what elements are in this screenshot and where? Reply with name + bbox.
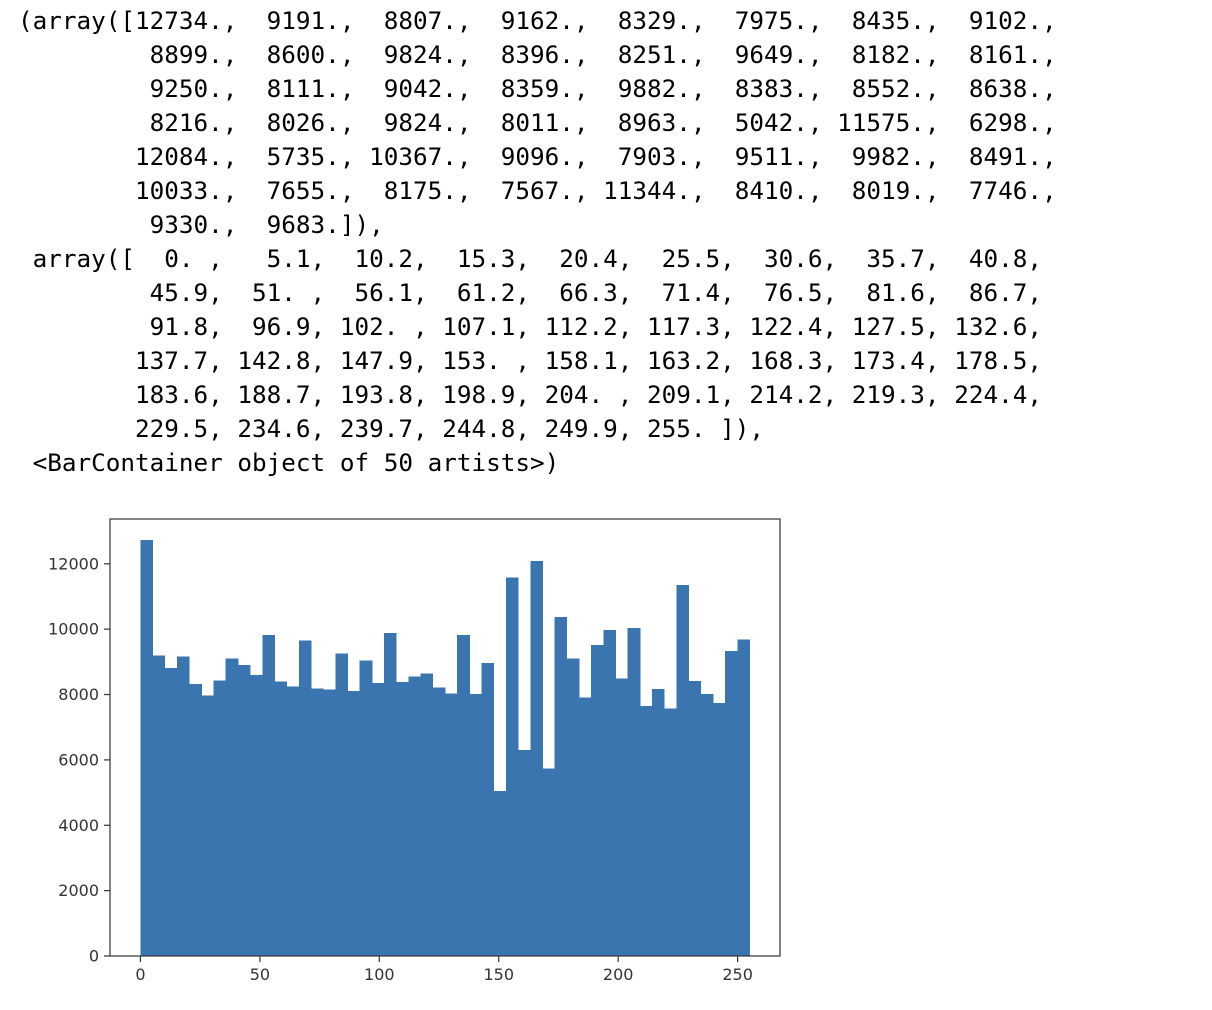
output-line: 45.9, 51. , 56.1, 61.2, 66.3, 71.4, 76.5… — [18, 278, 1042, 307]
histogram-bar — [615, 678, 629, 956]
x-tick-label: 0 — [135, 965, 145, 984]
histogram-bar — [335, 653, 348, 956]
output-line: array([ 0. , 5.1, 10.2, 15.3, 20.4, 25.5… — [18, 244, 1042, 273]
histogram-bar — [554, 617, 568, 956]
histogram-bar — [457, 634, 470, 956]
output-line: 9250., 8111., 9042., 8359., 9882., 8383.… — [18, 74, 1057, 103]
y-tick-label: 4000 — [58, 816, 99, 835]
histogram-bar — [530, 561, 543, 956]
histogram-bar — [518, 750, 531, 956]
histogram-bar — [591, 645, 604, 956]
histogram-bar — [286, 686, 300, 956]
histogram-bar — [603, 629, 616, 956]
histogram-bar — [213, 680, 227, 956]
y-tick-label: 0 — [89, 947, 99, 966]
histogram-bar — [566, 658, 580, 956]
y-tick-label: 2000 — [58, 881, 99, 900]
histogram-bar — [700, 693, 714, 956]
output-line: 12084., 5735., 10367., 9096., 7903., 951… — [18, 142, 1057, 171]
histogram-bar — [432, 687, 446, 956]
y-tick-label: 10000 — [48, 620, 99, 639]
histogram-bar — [676, 585, 690, 956]
histogram-bar — [737, 639, 750, 956]
histogram-bar — [323, 689, 336, 956]
histogram-bar — [469, 694, 482, 956]
output-line: 137.7, 142.8, 147.9, 153. , 158.1, 163.2… — [18, 346, 1042, 375]
histogram-chart: 0 50 100 150 200 250 0 2000 4000 6000 8000 10000 120… — [48, 518, 781, 984]
histogram-bar — [627, 628, 641, 956]
histogram-bar — [542, 768, 556, 956]
plot-frame — [109, 518, 781, 957]
histogram-bar — [579, 697, 592, 956]
x-tick-label: 100 — [364, 965, 395, 984]
histogram-bar — [384, 633, 397, 956]
output-line: 8216., 8026., 9824., 8011., 8963., 5042.… — [18, 108, 1057, 137]
histogram-bar — [359, 660, 373, 956]
histogram-bar — [164, 668, 178, 956]
x-tick-label: 150 — [483, 965, 514, 984]
y-tick-label: 8000 — [58, 685, 99, 704]
histogram-bar — [481, 663, 495, 956]
histogram-bar — [408, 676, 422, 956]
output-line: 9330., 9683.]), — [18, 210, 384, 239]
histogram-bar — [445, 693, 458, 956]
histogram-bar — [420, 673, 434, 956]
histogram-bar — [396, 682, 409, 956]
histogram-figure: 0 50 100 150 200 250 0 2000 4000 6000 8000 10000 120… — [0, 495, 800, 1005]
histogram-bar — [262, 634, 275, 956]
y-tick-label: 6000 — [58, 750, 99, 769]
histogram-bar — [201, 695, 214, 956]
histogram-bar — [311, 688, 324, 956]
histogram-bar — [652, 688, 665, 956]
histogram-bar — [725, 651, 738, 956]
histogram-bar — [347, 690, 361, 956]
output-line: 229.5, 234.6, 239.7, 244.8, 249.9, 255. … — [18, 414, 765, 443]
output-line: 8899., 8600., 9824., 8396., 8251., 9649.… — [18, 40, 1057, 69]
output-line: 91.8, 96.9, 102. , 107.1, 112.2, 117.3, … — [18, 312, 1042, 341]
histogram-bar — [140, 539, 154, 956]
histogram-bar — [237, 665, 251, 956]
cell-output-text: (array([12734., 9191., 8807., 9162., 832… — [18, 4, 1057, 480]
histogram-bar — [177, 656, 190, 956]
output-line: 10033., 7655., 8175., 7567., 11344., 841… — [18, 176, 1057, 205]
histogram-bar — [664, 708, 677, 956]
histogram-bar — [493, 791, 507, 956]
histogram-bar — [713, 702, 726, 956]
histogram-bar — [274, 681, 288, 956]
x-tick-label: 200 — [603, 965, 634, 984]
histogram-bar — [688, 681, 702, 956]
histogram-bar — [189, 683, 202, 956]
histogram-bar — [298, 640, 312, 956]
output-line: (array([12734., 9191., 8807., 9162., 832… — [18, 6, 1057, 35]
histogram-bar — [505, 577, 519, 956]
histogram-bar — [225, 658, 239, 956]
histogram-bar — [639, 705, 653, 956]
x-tick-label: 50 — [250, 965, 270, 984]
histogram-bar — [371, 682, 385, 956]
y-tick-label: 12000 — [48, 554, 99, 573]
histogram-bar — [250, 674, 263, 956]
x-tick-label: 250 — [722, 965, 753, 984]
output-line: <BarContainer object of 50 artists>) — [18, 448, 560, 477]
histogram-bar — [152, 655, 166, 956]
output-line: 183.6, 188.7, 193.8, 198.9, 204. , 209.1… — [18, 380, 1042, 409]
